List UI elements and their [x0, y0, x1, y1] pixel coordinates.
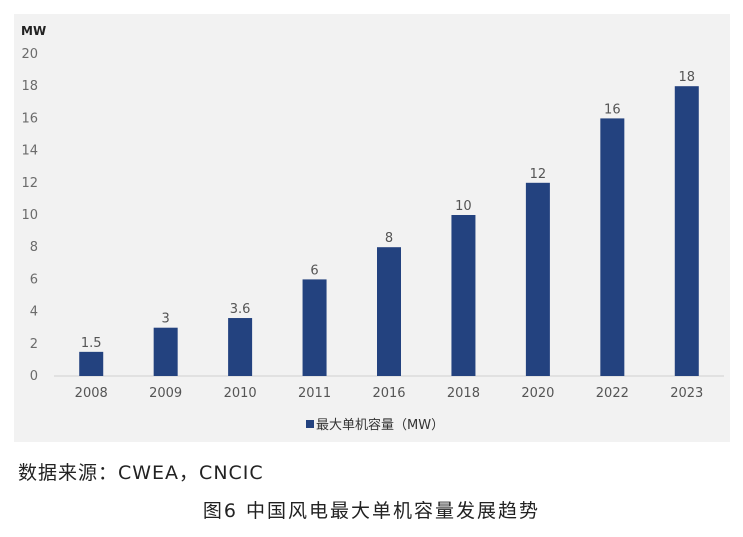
x-category-label-2011: 2011	[298, 386, 331, 401]
y-tick-label: 10	[21, 208, 38, 223]
y-axis-unit-label: MW	[21, 24, 46, 38]
x-category-label-2016: 2016	[372, 386, 405, 401]
bar-2010	[228, 318, 253, 376]
y-tick-label: 14	[21, 144, 38, 159]
bar-2008	[79, 351, 104, 376]
data-label-2023: 18	[679, 70, 696, 85]
data-labels: 1.5 3 3.6 6 8 10 12 16 18	[81, 70, 695, 351]
y-tick-label: 12	[21, 176, 38, 191]
x-category-label-2020: 2020	[521, 386, 554, 401]
legend-swatch	[306, 420, 314, 428]
bar-2011	[302, 279, 327, 376]
bar-chart: MW 0 2 4 6 8 10 12 14 16 18 20 1.5 3 3.6 6 8 10 12 16 18 2…	[21, 24, 724, 433]
legend: 最大单机容量（MW）	[306, 417, 444, 433]
data-label-2022: 16	[604, 102, 621, 117]
data-label-2016: 8	[385, 231, 393, 246]
bar-2018	[451, 215, 476, 376]
x-category-label-2023: 2023	[670, 386, 703, 401]
x-category-label-2018: 2018	[447, 386, 480, 401]
y-tick-label: 18	[21, 79, 38, 94]
bar-2009	[153, 327, 178, 376]
data-label-2020: 12	[530, 167, 547, 182]
y-tick-label: 4	[30, 305, 38, 320]
figure-caption: 图6 中国风电最大单机容量发展趋势	[202, 500, 541, 522]
x-axis-category-labels: 2008 2009 2010 2011 2016 2018 2020 2022 2023	[75, 386, 704, 401]
bars	[79, 86, 699, 377]
source-note: 数据来源：CWEA，CNCIC	[18, 462, 264, 484]
x-category-label-2009: 2009	[149, 386, 182, 401]
bar-2020	[525, 182, 550, 376]
x-category-label-2022: 2022	[596, 386, 629, 401]
bar-2022	[600, 118, 625, 377]
y-tick-label: 16	[21, 111, 38, 126]
legend-label: 最大单机容量（MW）	[316, 417, 444, 433]
data-label-2009: 3	[162, 312, 170, 327]
y-tick-label: 0	[30, 369, 38, 384]
y-tick-label: 8	[30, 240, 38, 255]
y-tick-label: 2	[30, 337, 38, 352]
data-label-2011: 6	[310, 263, 318, 278]
data-label-2018: 10	[455, 199, 472, 214]
data-label-2008: 1.5	[81, 336, 102, 351]
chart-panel: MW 0 2 4 6 8 10 12 14 16 18 20 1.5 3 3.6 6 8 10 12 16 18 2…	[14, 14, 730, 442]
x-category-label-2010: 2010	[224, 386, 257, 401]
y-tick-label: 6	[30, 272, 38, 287]
bar-2023	[674, 86, 699, 376]
y-tick-label: 20	[21, 47, 38, 62]
y-axis-ticks: 0 2 4 6 8 10 12 14 16 18 20	[21, 47, 38, 384]
x-category-label-2008: 2008	[75, 386, 108, 401]
data-label-2010: 3.6	[230, 302, 251, 317]
bar-2016	[377, 247, 401, 376]
